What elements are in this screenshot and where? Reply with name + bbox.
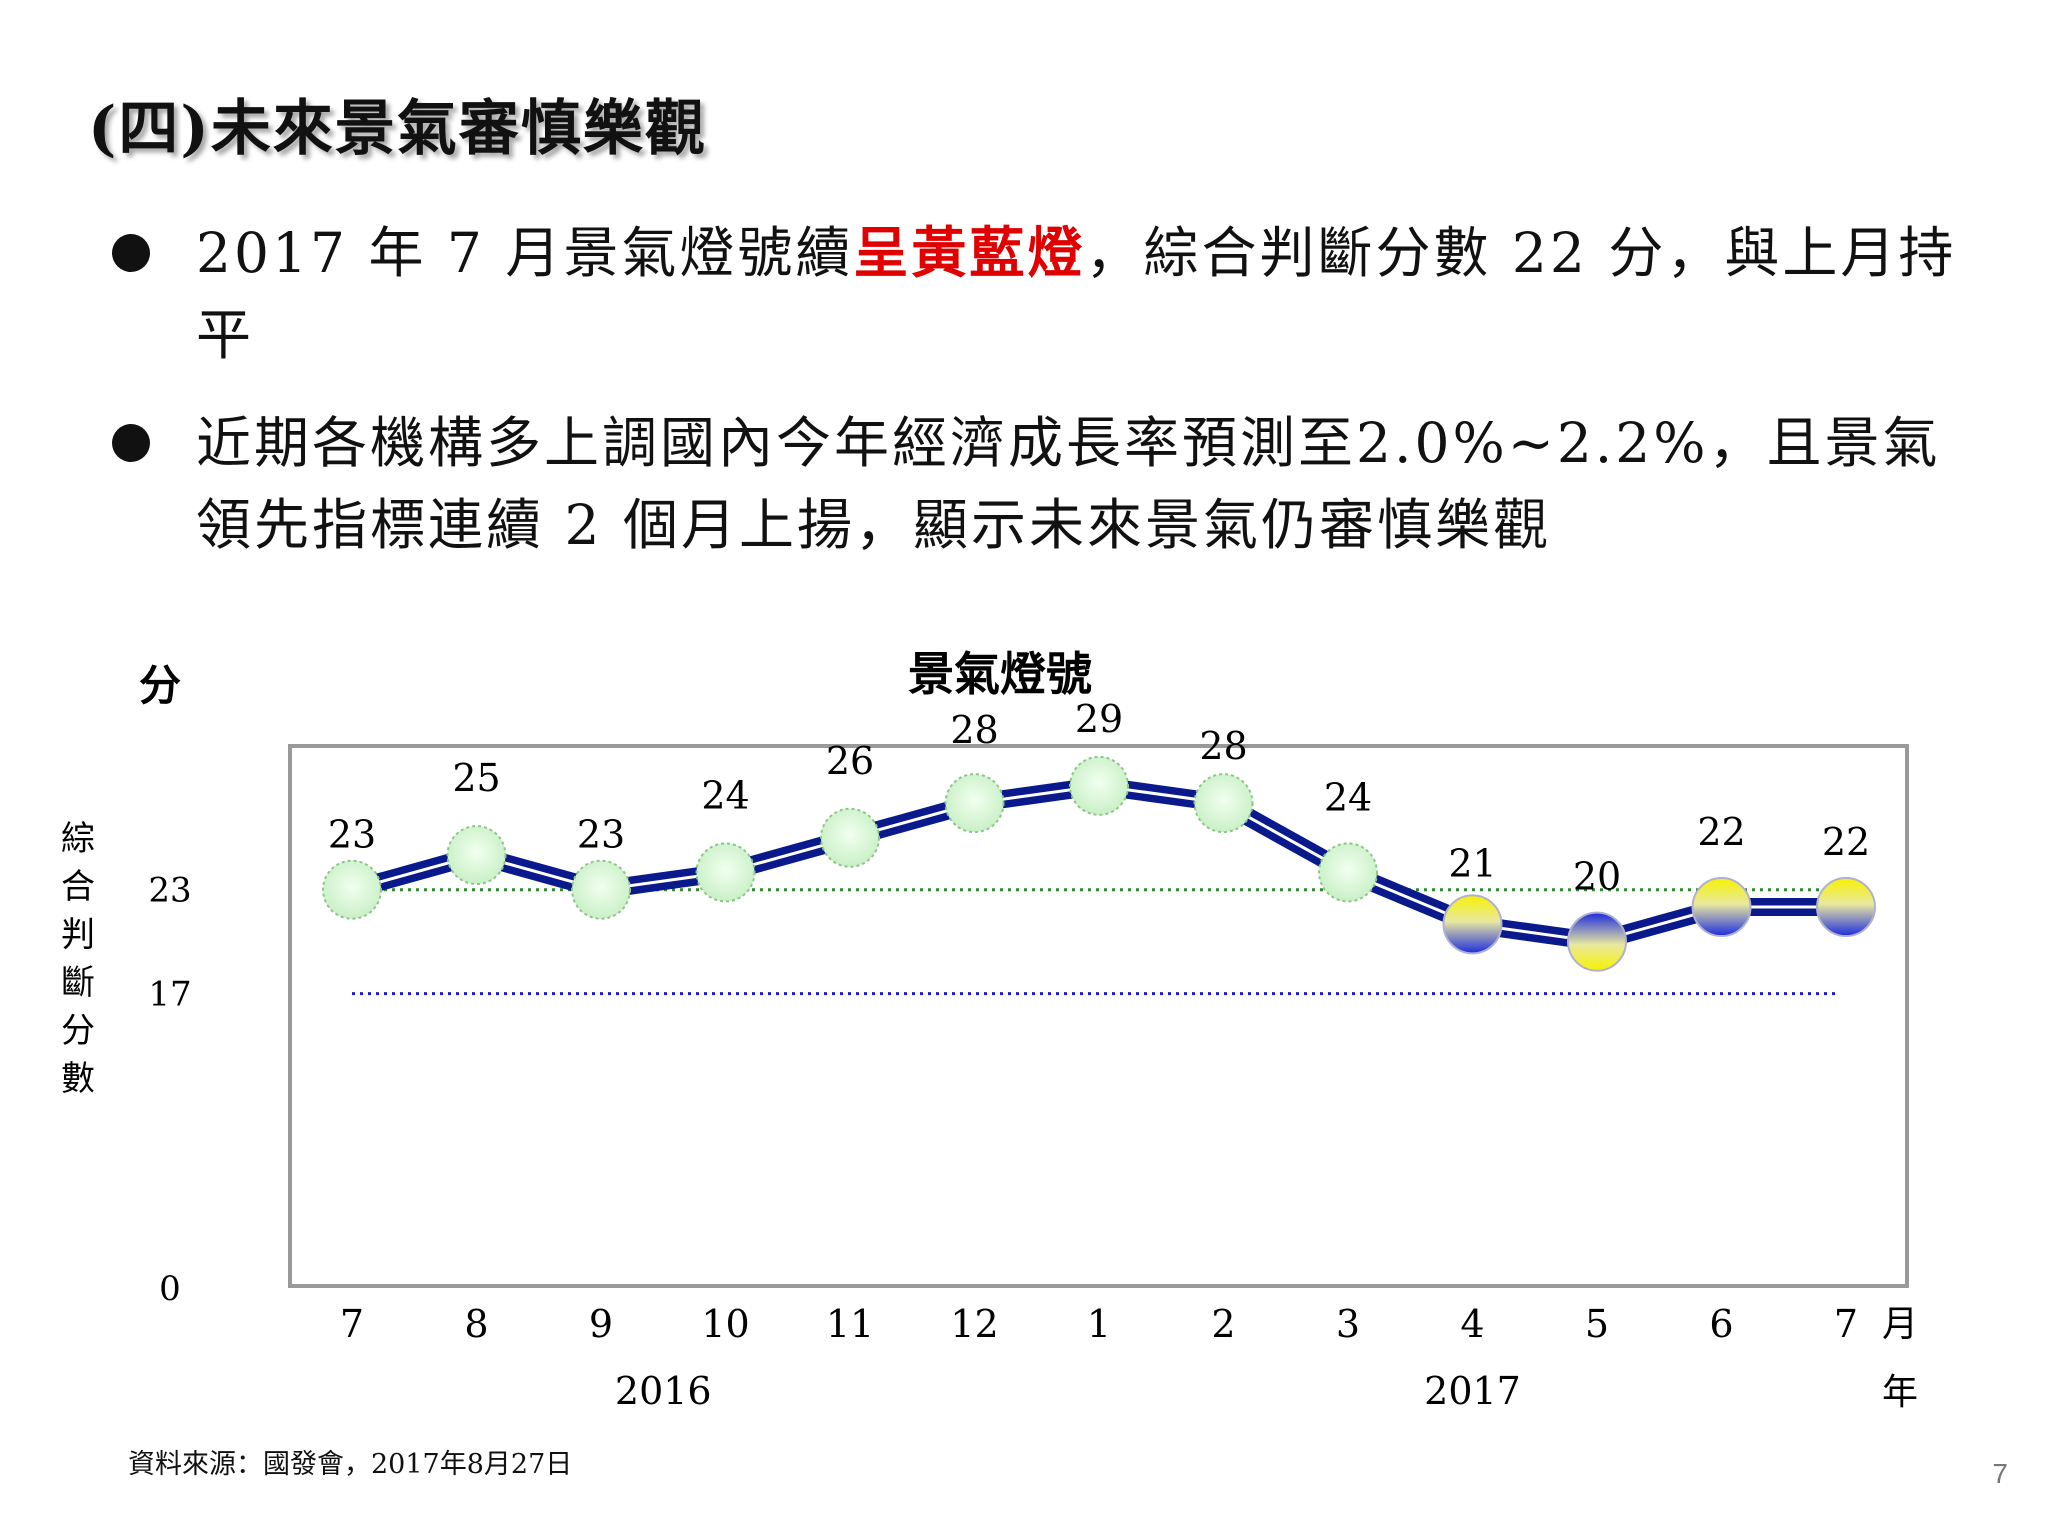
x-tick-label: 9 (589, 1302, 613, 1346)
x-tick-label: 12 (950, 1302, 998, 1346)
data-points (322, 755, 1876, 972)
x-tick-label: 11 (826, 1302, 874, 1346)
source-note: 資料來源：國發會，2017年8月27日 (128, 1449, 573, 1480)
data-point (1442, 894, 1503, 955)
plot-frame (288, 744, 1909, 1288)
x-tick-label: 8 (464, 1302, 488, 1346)
data-point (1193, 773, 1254, 834)
data-label: 20 (1573, 855, 1621, 899)
data-label: 24 (701, 773, 749, 817)
bullet-1-pre: 2017 年 7 月景氣燈號續 (196, 221, 854, 285)
x-tick-label: 2 (1211, 1302, 1235, 1346)
x-unit-year: 年 (1882, 1372, 1918, 1413)
data-label: 24 (1324, 775, 1372, 819)
year-label: 2017 (1424, 1369, 1521, 1413)
data-label: 28 (1199, 724, 1247, 768)
y-tick-label: 17 (148, 975, 191, 1015)
x-tick-label: 7 (1834, 1302, 1858, 1346)
bullet-2-text: 近期各機構多上調國內今年經濟成長率預測至2.0%~2.2%，且景氣領先指標連續 … (196, 402, 1992, 566)
bullet-dot-icon (112, 424, 150, 462)
data-label: 25 (452, 756, 500, 800)
data-point (1816, 877, 1876, 938)
bullet-1: 2017 年 7 月景氣燈號續呈黃藍燈，綜合判斷分數 22 分，與上月持平 (112, 212, 1992, 376)
y-tick-label: 23 (148, 871, 191, 911)
y-tick-label: 0 (159, 1269, 181, 1309)
x-tick-label: 1 (1087, 1302, 1111, 1346)
data-label: 22 (1822, 820, 1870, 864)
x-tick-label: 10 (701, 1302, 749, 1346)
page-number: 7 (1992, 1458, 2008, 1489)
x-unit-month: 月 (1882, 1304, 1918, 1345)
y-axis-label-char: 數 (61, 1059, 95, 1099)
x-tick-label: 6 (1709, 1302, 1733, 1346)
data-point (820, 807, 880, 868)
data-labels: 23 25 23 24 26 28 29 28 24 21 20 22 22 (328, 697, 1870, 899)
x-tick-label: 4 (1460, 1302, 1484, 1346)
x-tick-label: 3 (1336, 1302, 1360, 1346)
data-label: 23 (328, 813, 376, 857)
data-point (446, 825, 507, 886)
y-axis-label-char: 判 (61, 915, 95, 955)
y-unit-label: 分 (139, 661, 181, 710)
data-point (322, 859, 382, 920)
data-point (571, 859, 631, 920)
x-ticks: 7 8 9 10 11 12 1 2 3 4 5 6 7 (340, 1302, 1858, 1346)
data-label: 23 (577, 813, 625, 857)
data-label: 26 (826, 739, 874, 783)
chart-title: 景氣燈號 (908, 647, 1092, 701)
data-point (1069, 755, 1129, 816)
x-tick-label: 7 (340, 1302, 364, 1346)
data-label: 21 (1448, 841, 1496, 885)
y-axis-label-char: 分 (61, 1011, 95, 1051)
year-label: 2016 (615, 1369, 712, 1413)
y-axis-label-char: 綜 (61, 819, 95, 859)
bullet-1-text: 2017 年 7 月景氣燈號續呈黃藍燈，綜合判斷分數 22 分，與上月持平 (196, 212, 1992, 376)
bullet-dot-icon (112, 234, 150, 272)
bullet-1-post: ，綜合判斷分數 22 分，與上月持平 (196, 221, 1957, 367)
y-ticks: 0 17 23 (148, 871, 191, 1309)
data-point (1318, 842, 1378, 903)
page-title: (四)未來景氣審慎樂觀 (88, 94, 707, 164)
data-point (1567, 911, 1627, 972)
bullet-1-highlight: 呈黃藍燈 (853, 220, 1086, 285)
y-axis-label-char: 合 (61, 867, 95, 907)
data-label: 22 (1697, 810, 1745, 854)
y-axis-label: 綜合判斷分數 (61, 819, 95, 1099)
data-label: 28 (950, 708, 998, 752)
year-labels: 2016 2017 (615, 1369, 1521, 1413)
x-tick-label: 5 (1585, 1302, 1609, 1346)
data-point (695, 842, 756, 903)
bullet-2-pre: 近期各機構多上調國內今年經濟成長率預測至2.0%~2.2%，且景氣領先指標連續 … (196, 411, 1941, 557)
data-label: 29 (1075, 697, 1123, 741)
data-point (944, 773, 1005, 834)
data-point (1691, 877, 1752, 938)
bullet-2: 近期各機構多上調國內今年經濟成長率預測至2.0%~2.2%，且景氣領先指標連續 … (112, 402, 1992, 566)
y-axis-label-char: 斷 (61, 963, 95, 1003)
